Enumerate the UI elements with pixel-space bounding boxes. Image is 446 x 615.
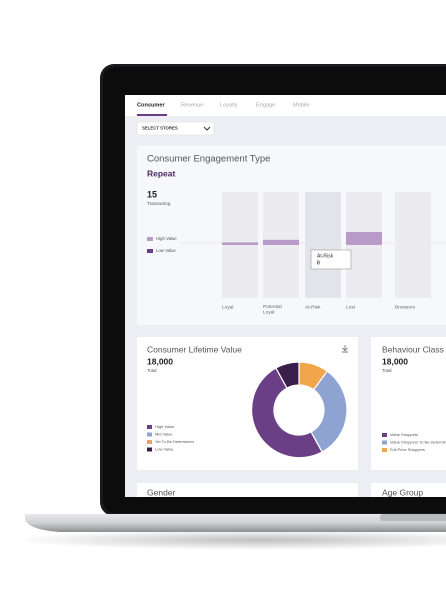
- tab[interactable]: Engage: [256, 102, 275, 108]
- legend-label: High Value: [155, 424, 175, 429]
- active-tab-underline: [137, 114, 167, 116]
- card-title: Consumer Lifetime Value: [147, 344, 242, 354]
- legend-label: Value Shoppers: [390, 432, 418, 437]
- x-label: Potential Loyal: [263, 304, 282, 316]
- donut-segment: [250, 367, 323, 459]
- legend-swatch: [382, 440, 387, 445]
- legend-label: Yet To Be Determined: [155, 439, 194, 444]
- total-label: Total: [382, 368, 392, 373]
- notch: [380, 514, 446, 521]
- card-title: Age Group: [382, 487, 423, 497]
- donut-segment: [275, 361, 300, 389]
- legend-swatch: [147, 249, 153, 253]
- x-label: Lost: [346, 304, 356, 310]
- total-label: Total: [147, 368, 157, 373]
- card-title: Behaviour Class: [382, 344, 444, 354]
- gender-card: [137, 483, 358, 497]
- screen: Consumer Revenue Loyalty Engage Mobile SELECT…: [125, 95, 446, 497]
- legend-label: Low Value: [155, 447, 174, 452]
- legend-swatch: [147, 237, 153, 241]
- select-label: SELECT STORES: [142, 126, 178, 131]
- x-label: Browsers: [395, 304, 416, 310]
- subtitle: Repeat: [147, 168, 176, 178]
- bar: [346, 232, 382, 245]
- tooltip: [310, 249, 352, 270]
- legend-swatch: [147, 425, 152, 429]
- legend-label: Low Value: [156, 248, 176, 253]
- laptop-base: [25, 514, 446, 532]
- legend-label: High Value: [156, 236, 177, 241]
- card-title: Gender: [147, 487, 176, 497]
- legend-swatch: [382, 433, 387, 437]
- dropdown-caret: [203, 126, 211, 131]
- count-label: Transacting: [147, 201, 171, 206]
- count: 15: [147, 189, 157, 199]
- legend-swatch: [147, 447, 152, 452]
- tooltip-value: 0: [317, 260, 320, 266]
- total: 18,000: [382, 356, 408, 366]
- tooltip-label: At-Risk: [317, 253, 334, 259]
- nav-bar: [125, 95, 446, 116]
- bar: [263, 239, 299, 245]
- select-stores[interactable]: [136, 121, 215, 136]
- download-icon[interactable]: [342, 345, 348, 353]
- tab[interactable]: Loyalty: [220, 102, 238, 108]
- x-label: At-Risk: [305, 304, 321, 310]
- x-label: Loyal: [222, 304, 233, 310]
- tab[interactable]: Consumer: [137, 102, 165, 108]
- legend-swatch: [147, 440, 152, 444]
- shadow: [10, 530, 446, 550]
- tab[interactable]: Revenue: [181, 102, 203, 108]
- column-bg: [395, 192, 431, 298]
- behaviour-card: [371, 337, 446, 470]
- age-card: [371, 483, 446, 497]
- card-title: Consumer Engagement Type: [147, 154, 270, 165]
- bar: [222, 242, 258, 245]
- total: 18,000: [147, 356, 173, 366]
- tab[interactable]: Mobile: [293, 102, 309, 108]
- legend-swatch: [382, 448, 387, 452]
- legend-label: Full Price Shoppers: [390, 447, 425, 452]
- legend-label: Mid Value: [155, 432, 173, 437]
- column-bg: [305, 192, 341, 298]
- legend-swatch: [147, 432, 152, 437]
- legend-label: Value Shoppers To Be Determined: [390, 440, 446, 445]
